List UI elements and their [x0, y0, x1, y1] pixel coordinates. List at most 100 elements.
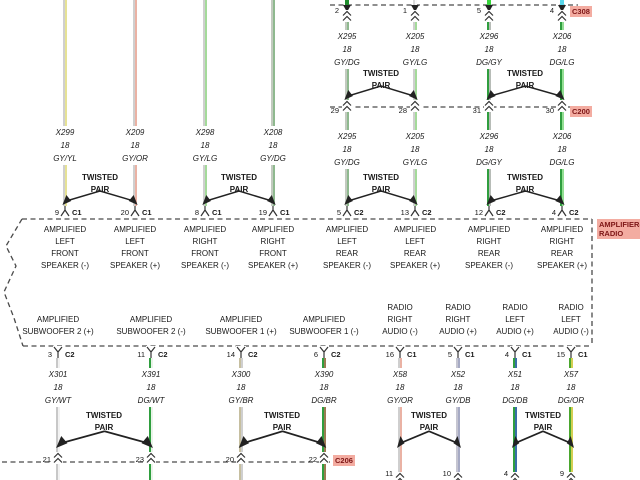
- connector-pin-icon: [557, 206, 567, 218]
- box-pin-number: 5: [336, 208, 341, 217]
- wire-gauge: 18: [319, 383, 329, 392]
- wire-label-x208: X208 18 GY/DG: [257, 126, 289, 165]
- twisted-pair-arrows-icon: [486, 85, 565, 100]
- wire-id: X206: [552, 32, 572, 41]
- circuit-label: AMPLIFIED LEFT REAR SPEAKER (-): [323, 224, 371, 272]
- connector-label-c206[interactable]: C206: [333, 455, 355, 466]
- inline-connector-icon: [236, 452, 246, 464]
- connector-pin-icon: [53, 346, 63, 358]
- c206-pin: 20: [225, 455, 234, 464]
- wire-gauge: 18: [566, 383, 576, 392]
- wire-x205: [413, 22, 417, 207]
- label-line: RADIO: [387, 303, 413, 312]
- box-pin-number: 5: [447, 350, 452, 359]
- wire-color-code: GY/LG: [402, 158, 428, 167]
- inline-connector-icon: [342, 10, 352, 22]
- wire-x299: [63, 0, 67, 207]
- wire-label-x391: X391 18 DG/WT: [134, 368, 168, 407]
- wire-gauge: 18: [453, 383, 463, 392]
- amplifier-radio-line2: RADIO: [599, 229, 624, 238]
- bottom-edge-pin: 4: [503, 469, 508, 478]
- twisted-pair-label: TWISTED PAIR: [505, 172, 545, 196]
- circuit-label: RADIO RIGHT AUDIO (-): [382, 302, 418, 338]
- wire-color-code: GY/BR: [228, 396, 254, 405]
- connector-label-c308[interactable]: C308: [570, 6, 592, 17]
- box-pin-conn: C2: [354, 208, 364, 217]
- connector-pin-icon: [395, 346, 405, 358]
- wire-color-code: DG/GY: [476, 158, 502, 167]
- label-line: SPEAKER (+): [247, 261, 299, 270]
- box-pin-number: 20: [120, 208, 129, 217]
- box-pin-conn: C2: [569, 208, 579, 217]
- label-line: LEFT: [55, 237, 75, 246]
- wire-label-x206: X206 18 DG/LG: [546, 30, 578, 69]
- label-line: RIGHT: [476, 237, 502, 246]
- inline-connector-icon: [395, 472, 405, 480]
- circuit-label: AMPLIFIED SUBWOOFER 2 (+): [22, 314, 93, 338]
- label-line: FRONT: [259, 249, 287, 258]
- wire-color-code: DG/BR: [311, 396, 337, 405]
- circuit-label: AMPLIFIED SUBWOOFER 1 (-): [289, 314, 358, 338]
- connector-pin-icon: [146, 346, 156, 358]
- wire-gauge: 18: [268, 141, 278, 150]
- connector-label-c200[interactable]: C200: [570, 106, 592, 117]
- label-line: REAR: [335, 249, 359, 258]
- wire-label-x296: X296 18 DG/GY: [473, 30, 505, 69]
- wire-gauge: 18: [53, 383, 63, 392]
- box-pin-number: 6: [313, 350, 318, 359]
- wire-color-code: GY/OR: [122, 154, 148, 163]
- c206-pin: 23: [135, 455, 144, 464]
- circuit-label: AMPLIFIED LEFT FRONT SPEAKER (-): [41, 224, 89, 272]
- twisted-pair-label: TWISTED PAIR: [523, 410, 563, 434]
- label-line: AUDIO (-): [382, 327, 418, 336]
- bottom-edge-pin: 10: [442, 469, 451, 478]
- pair-line: PAIR: [90, 185, 110, 194]
- twisted-pair-arrows-icon: [202, 190, 276, 205]
- circuit-label: AMPLIFIED SUBWOOFER 2 (-): [116, 314, 185, 338]
- twisted-pair-arrows-icon: [486, 190, 565, 205]
- wire-x295: [345, 22, 349, 207]
- label-line: REAR: [550, 249, 574, 258]
- box-pin-conn: C2: [496, 208, 506, 217]
- c206-pin: 21: [42, 455, 51, 464]
- wire-x298: [203, 0, 207, 207]
- connector-pin-icon: [410, 206, 420, 218]
- label-line: AMPLIFIED: [129, 315, 173, 324]
- label-line: RADIO: [445, 303, 471, 312]
- label-line: RADIO: [558, 303, 584, 312]
- twisted-pair-label: TWISTED PAIR: [361, 172, 401, 196]
- box-pin-conn: C2: [331, 350, 341, 359]
- wire-x300: [239, 357, 243, 480]
- wire-id: X296: [479, 132, 499, 141]
- wire-label-x299: X299 18 GY/YL: [50, 126, 80, 165]
- wire-gauge: 18: [410, 145, 420, 154]
- label-line: AUDIO (+): [496, 327, 534, 336]
- label-line: SUBWOOFER 2 (+): [22, 327, 94, 336]
- label-line: REAR: [477, 249, 501, 258]
- wire-color-code: DG/OR: [557, 396, 585, 405]
- c200-pin: 30: [545, 106, 554, 115]
- twisted-line: TWISTED: [221, 173, 257, 182]
- wire-gauge: 18: [510, 383, 520, 392]
- connector-pin-icon: [566, 346, 576, 358]
- pair-line: PAIR: [229, 185, 249, 194]
- twisted-pair-arrows-icon: [344, 190, 418, 205]
- label-line: AMPLIFIED: [393, 225, 437, 234]
- wire-color-code: GY/DG: [334, 158, 360, 167]
- wire-color-code: GY/OR: [387, 396, 413, 405]
- label-line: FRONT: [191, 249, 219, 258]
- box-pin-conn: C1: [142, 208, 152, 217]
- wire-label-x206: X206 18 DG/LG: [546, 130, 578, 169]
- wire-id: X58: [392, 370, 408, 379]
- wire-label-x209: X209 18 GY/OR: [119, 126, 151, 165]
- amplifier-radio-label[interactable]: AMPLIFIER- RADIO: [597, 219, 640, 239]
- down-arrow-icon: [343, 5, 351, 12]
- box-pin-conn: C2: [65, 350, 75, 359]
- pair-line: PAIR: [371, 185, 391, 194]
- pair-line: PAIR: [94, 423, 114, 432]
- wire-label-x205: X205 18 GY/LG: [399, 30, 431, 69]
- box-pin-conn: C2: [248, 350, 258, 359]
- inline-connector-icon: [146, 452, 156, 464]
- c308-pin: 5: [476, 6, 481, 15]
- pair-line: PAIR: [272, 423, 292, 432]
